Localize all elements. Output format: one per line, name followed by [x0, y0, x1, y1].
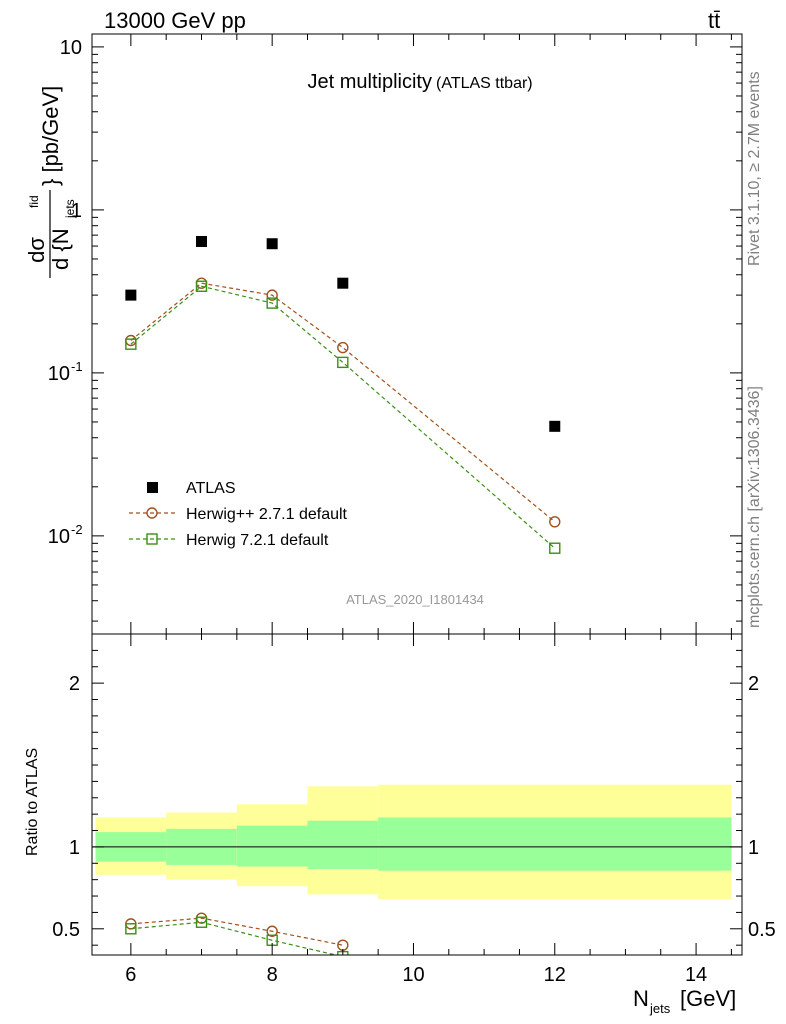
- ratio-herwig-2-7-1-default-line: [130, 917, 343, 946]
- x-axis-label: N jets [GeV]: [633, 986, 736, 1016]
- legend-label-herwig7: Herwig 7.2.1 default: [186, 532, 329, 549]
- ratio-herwig-7-2-1-default-point: [125, 923, 137, 935]
- legend-label-atlas: ATLAS: [186, 480, 236, 497]
- main-herwig-7-2-1-default-point: [125, 338, 137, 350]
- main-atlas-point: [125, 289, 137, 301]
- chart-title: Jet multiplicity: [308, 71, 432, 93]
- svg-text:} [pb/GeV]: } [pb/GeV]: [38, 86, 63, 186]
- ratio-band-inner: [378, 817, 732, 871]
- main-herwig-2-7-1-default-point: [266, 289, 278, 301]
- x-tick-label: 14: [685, 964, 707, 986]
- main-atlas-point: [196, 235, 208, 247]
- legend-label-herwigpp: Herwig++ 2.7.1 default: [186, 506, 348, 523]
- y-tick-label-exponent: -2: [71, 522, 83, 537]
- ratio-y-tick-label-left: 2: [69, 673, 80, 695]
- main-atlas-point: [266, 238, 278, 250]
- legend-marker-herwig7: [146, 533, 158, 545]
- svg-text:d {N: d {N: [48, 228, 73, 270]
- svg-text:jets: jets: [63, 199, 77, 219]
- x-tick-label: 6: [125, 964, 136, 986]
- y-tick-label: 1: [71, 200, 82, 222]
- svg-text:fid: fid: [27, 195, 41, 208]
- main-herwig-7-2-1-default-point: [266, 297, 278, 309]
- svg-text:jets: jets: [649, 1001, 671, 1016]
- y-tick-label-exponent: -1: [71, 359, 83, 374]
- main-herwig-7-2-1-default-point: [337, 356, 349, 369]
- x-tick-label: 8: [267, 964, 278, 986]
- ratio-y-tick-label-right: 2: [748, 673, 759, 695]
- main-atlas-point: [337, 277, 349, 289]
- ratio-band-inner: [236, 825, 308, 867]
- main-herwig-7-2-1-default-point: [549, 542, 561, 554]
- main-herwig-2-7-1-default-point: [549, 516, 561, 528]
- ratio-y-axis-label: Ratio to ATLAS: [24, 748, 41, 856]
- legend-marker-atlas: [147, 482, 158, 493]
- y-tick-label: 10: [48, 526, 70, 548]
- main-herwig-7-2-1-default-point: [195, 280, 208, 292]
- main-atlas-point: [549, 420, 561, 432]
- analysis-tag: ATLAS_2020_I1801434: [346, 592, 484, 607]
- x-tick-label: 10: [402, 964, 424, 986]
- process-label: tt̄: [708, 8, 721, 33]
- main-herwig-2-7-1-default-point: [337, 341, 349, 354]
- ratio-y-tick-label-right: 0.5: [748, 919, 776, 941]
- ratio-y-tick-label-right: 1: [748, 837, 759, 859]
- chart-subtitle: (ATLAS ttbar): [436, 75, 533, 92]
- svg-text:dσ: dσ: [24, 237, 49, 263]
- legend-marker-herwigpp: [146, 507, 158, 519]
- ratio-frame: [91, 633, 743, 956]
- main-y-axis-label: dσ fid d {N jets } [pb/GeV]: [24, 86, 77, 278]
- y-tick-label: 10: [48, 363, 70, 385]
- main-herwig-2-7-1-default-line: [130, 282, 556, 523]
- ratio-herwig-7-2-1-default-line: [130, 921, 339, 955]
- svg-text:N: N: [633, 986, 649, 1011]
- ratio-herwig-2-7-1-default-point: [337, 939, 349, 951]
- main-herwig-7-2-1-default-line: [130, 285, 556, 549]
- ratio-y-tick-label-left: 1: [69, 837, 80, 859]
- legend: ATLAS Herwig++ 2.7.1 default Herwig 7.2.…: [129, 480, 348, 549]
- ratio-band-inner: [307, 820, 379, 870]
- ratio-herwig-7-2-1-default-point: [195, 916, 208, 928]
- svg-text:[GeV]: [GeV]: [680, 986, 736, 1011]
- ratio-y-tick-label-left: 0.5: [52, 919, 80, 941]
- ratio-herwig-2-7-1-default-point: [266, 925, 278, 937]
- x-tick-label: 12: [544, 964, 566, 986]
- energy-label: 13000 GeV pp: [104, 8, 246, 33]
- y-tick-label: 10: [60, 37, 82, 59]
